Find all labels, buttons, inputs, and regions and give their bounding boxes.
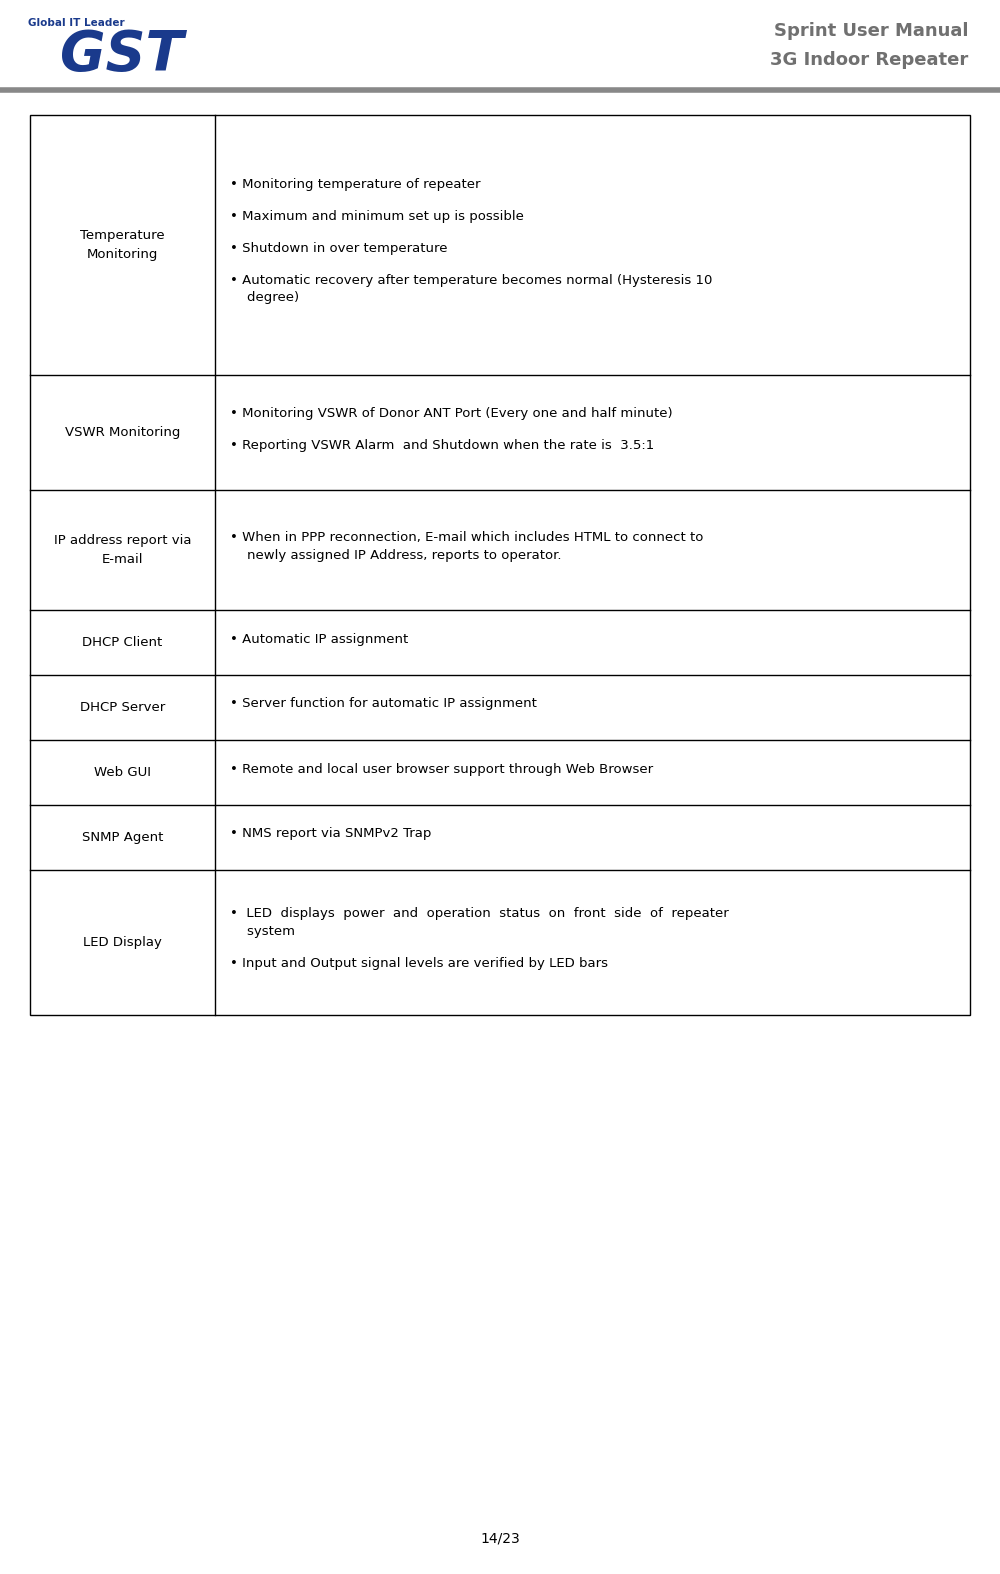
Text: • Input and Output signal levels are verified by LED bars: • Input and Output signal levels are ver… <box>230 957 608 971</box>
Text: • Server function for automatic IP assignment: • Server function for automatic IP assig… <box>230 697 537 710</box>
Bar <box>30 115 970 1015</box>
Text: • Remote and local user browser support through Web Browser: • Remote and local user browser support … <box>230 762 653 776</box>
Text: IP address report via
E-mail: IP address report via E-mail <box>54 534 191 567</box>
Text: LED Display: LED Display <box>83 937 162 949</box>
Text: DHCP Client: DHCP Client <box>82 636 163 648</box>
Text: • Automatic IP assignment: • Automatic IP assignment <box>230 633 408 645</box>
Text: 14/23: 14/23 <box>480 1532 520 1546</box>
Text: • Automatic recovery after temperature becomes normal (Hysteresis 10
    degree): • Automatic recovery after temperature b… <box>230 274 712 304</box>
Text: • Monitoring temperature of repeater: • Monitoring temperature of repeater <box>230 178 480 190</box>
Text: • Reporting VSWR Alarm  and Shutdown when the rate is  3.5:1: • Reporting VSWR Alarm and Shutdown when… <box>230 439 654 452</box>
Text: • Maximum and minimum set up is possible: • Maximum and minimum set up is possible <box>230 209 524 224</box>
Text: Web GUI: Web GUI <box>94 767 151 779</box>
Text: Sprint User Manual
3G Indoor Repeater: Sprint User Manual 3G Indoor Repeater <box>770 22 968 69</box>
Text: • NMS report via SNMPv2 Trap: • NMS report via SNMPv2 Trap <box>230 828 431 841</box>
Text: DHCP Server: DHCP Server <box>80 700 165 715</box>
Text: SNMP Agent: SNMP Agent <box>82 831 163 844</box>
Text: • Shutdown in over temperature: • Shutdown in over temperature <box>230 242 448 255</box>
Text: • When in PPP reconnection, E-mail which includes HTML to connect to
    newly a: • When in PPP reconnection, E-mail which… <box>230 530 703 562</box>
Text: Global IT Leader: Global IT Leader <box>28 17 125 28</box>
Text: VSWR Monitoring: VSWR Monitoring <box>65 427 180 439</box>
Text: • Monitoring VSWR of Donor ANT Port (Every one and half minute): • Monitoring VSWR of Donor ANT Port (Eve… <box>230 406 673 420</box>
Text: GST: GST <box>60 28 183 82</box>
Text: Temperature
Monitoring: Temperature Monitoring <box>80 228 165 261</box>
Text: •  LED  displays  power  and  operation  status  on  front  side  of  repeater
 : • LED displays power and operation statu… <box>230 908 729 938</box>
